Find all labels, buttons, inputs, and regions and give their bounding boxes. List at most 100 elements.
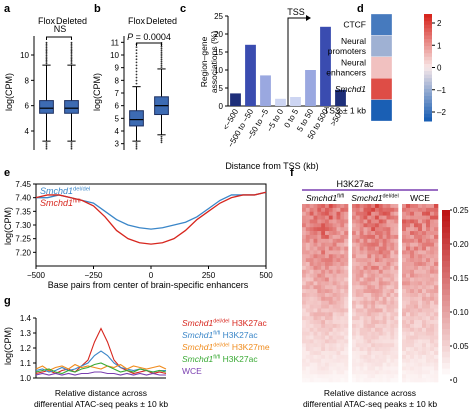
panel-f-heat-cell xyxy=(332,320,337,325)
panel-f-heat-cell xyxy=(434,219,439,224)
panel-f-heat-cell xyxy=(386,238,391,243)
panel-b-ytick-label: 9 xyxy=(115,64,120,73)
panel-f-heat-cell xyxy=(406,231,411,236)
panel-d-scale-segment xyxy=(424,28,432,33)
panel-f-heat-cell xyxy=(434,366,439,371)
panel-f-heat-cell xyxy=(313,354,318,360)
panel-f-heat-cell xyxy=(390,204,395,209)
panel-f-heat-cell xyxy=(305,254,310,259)
panel-f-heat-cell xyxy=(430,293,435,298)
panel-label-e: e xyxy=(4,167,10,179)
panel-f-heat-cell xyxy=(328,308,333,313)
panel-f-heat-cell xyxy=(410,343,415,348)
panel-f-heat-cell xyxy=(410,374,415,379)
panel-f-heat-cell xyxy=(305,343,310,348)
panel-f-heat-cell xyxy=(325,207,330,213)
panel-f-heat-cell xyxy=(382,293,387,298)
panel-f-heat-cell xyxy=(305,265,310,271)
panel-f-heat-cell xyxy=(371,370,376,375)
panel-f-heat-cell xyxy=(371,273,376,278)
panel-f-heat-cell xyxy=(325,223,330,228)
panel-f-heat-cell xyxy=(382,215,387,220)
panel-f-heat-cell xyxy=(426,300,431,305)
panel-f-heat-cell xyxy=(434,231,439,236)
panel-f-heat-cell xyxy=(402,320,407,325)
panel-f-heat-cell xyxy=(378,374,383,379)
panel-f-heat-cell xyxy=(434,327,439,332)
panel-f-heat-cell xyxy=(434,258,439,263)
panel-f-heat-cell xyxy=(340,262,345,267)
panel-f-heat-cell xyxy=(313,273,318,278)
panel-f-heat-cell xyxy=(309,231,314,236)
panel-f-heat-cell xyxy=(332,351,337,356)
panel-f-heat-cell xyxy=(317,296,322,302)
panel-f-heat-cell xyxy=(336,339,341,344)
panel-f-heat-cell xyxy=(355,204,360,209)
panel-f-heat-cell xyxy=(418,254,423,259)
panel-a-significance-bracket xyxy=(46,36,72,40)
panel-f-heat-cell xyxy=(382,343,387,348)
panel-f-heat-cell xyxy=(418,242,423,247)
panel-f-heat-cell xyxy=(344,277,349,282)
panel-f-heat-cell xyxy=(375,304,380,309)
panel-d-scale-label: –1 xyxy=(437,86,446,95)
panel-f-heat-cell xyxy=(309,238,314,243)
panel-f-heat-cell xyxy=(325,335,330,340)
panel-f-heat-cell xyxy=(394,254,399,259)
panel-f-heat-cell xyxy=(402,238,407,243)
panel-f-heat-cell xyxy=(332,343,337,348)
panel-f-heat-cell xyxy=(418,246,423,251)
panel-f-heat-cell xyxy=(336,304,341,309)
panel-b-outlier-point xyxy=(160,137,163,140)
panel-f-heat-cell xyxy=(382,277,387,282)
panel-f-heat-cell xyxy=(426,347,431,352)
panel-f-heat-cell xyxy=(434,204,439,209)
panel-f-heat-cell xyxy=(406,308,411,313)
panel-f-heat-cell xyxy=(359,289,364,294)
panel-f-heat-cell xyxy=(394,300,399,305)
panel-f-heat-cell xyxy=(352,227,357,232)
panel-f-heat-cell xyxy=(336,351,341,356)
panel-f-heat-cell xyxy=(410,211,415,216)
panel-f-heat-cell xyxy=(367,347,372,352)
panel-a-outlier-point xyxy=(45,147,48,150)
panel-f-heat-cell xyxy=(418,320,423,325)
panel-f-heat-cell xyxy=(422,238,427,243)
panel-f-heat-cell xyxy=(390,358,395,363)
panel-f-heat-cell xyxy=(305,331,310,336)
panel-f-heat-cell xyxy=(410,370,415,375)
panel-f-heat-cell xyxy=(418,343,423,348)
panel-f-heat-cell xyxy=(355,339,360,344)
panel-f-heat-cell xyxy=(434,293,439,298)
panel-f-heat-cell xyxy=(363,354,368,360)
panel-f-heat-cell xyxy=(305,351,310,356)
panel-a-category-label: Deleted xyxy=(56,16,87,26)
panel-f-heat-cell xyxy=(340,258,345,263)
panel-f-heat-cell xyxy=(355,370,360,375)
panel-f-heat-cell xyxy=(340,269,345,274)
panel-f-heat-cell xyxy=(355,223,360,228)
panel-f-heat-cell xyxy=(363,265,368,271)
panel-b-ylabel: log(CPM) xyxy=(92,73,102,111)
panel-f-heat-cell xyxy=(422,223,427,228)
panel-f-heat-cell xyxy=(313,300,318,305)
panel-f-heat-cell xyxy=(386,354,391,360)
panel-f-heat-cell xyxy=(394,219,399,224)
panel-f-heat-cell xyxy=(302,207,307,213)
panel-f-heat-cell xyxy=(382,242,387,247)
panel-f-heat-cell xyxy=(410,258,415,263)
panel-f-scale-segment xyxy=(442,317,450,324)
panel-f-heat-cell xyxy=(390,234,395,240)
panel-f-heat-cell xyxy=(336,269,341,274)
panel-f-heat-cell xyxy=(344,215,349,220)
panel-f-heat-cell xyxy=(317,351,322,356)
panel-f-heat-cell xyxy=(325,254,330,259)
panel-f-heat-cell xyxy=(309,300,314,305)
panel-f-heat-cell xyxy=(332,304,337,309)
panel-f-heat-cell xyxy=(305,327,310,332)
panel-f-heat-cell xyxy=(418,269,423,274)
panel-f-heat-cell xyxy=(317,323,322,329)
panel-f-heat-cell xyxy=(378,285,383,290)
panel-f-heat-cell xyxy=(382,269,387,274)
panel-f-heat-cell xyxy=(367,242,372,247)
